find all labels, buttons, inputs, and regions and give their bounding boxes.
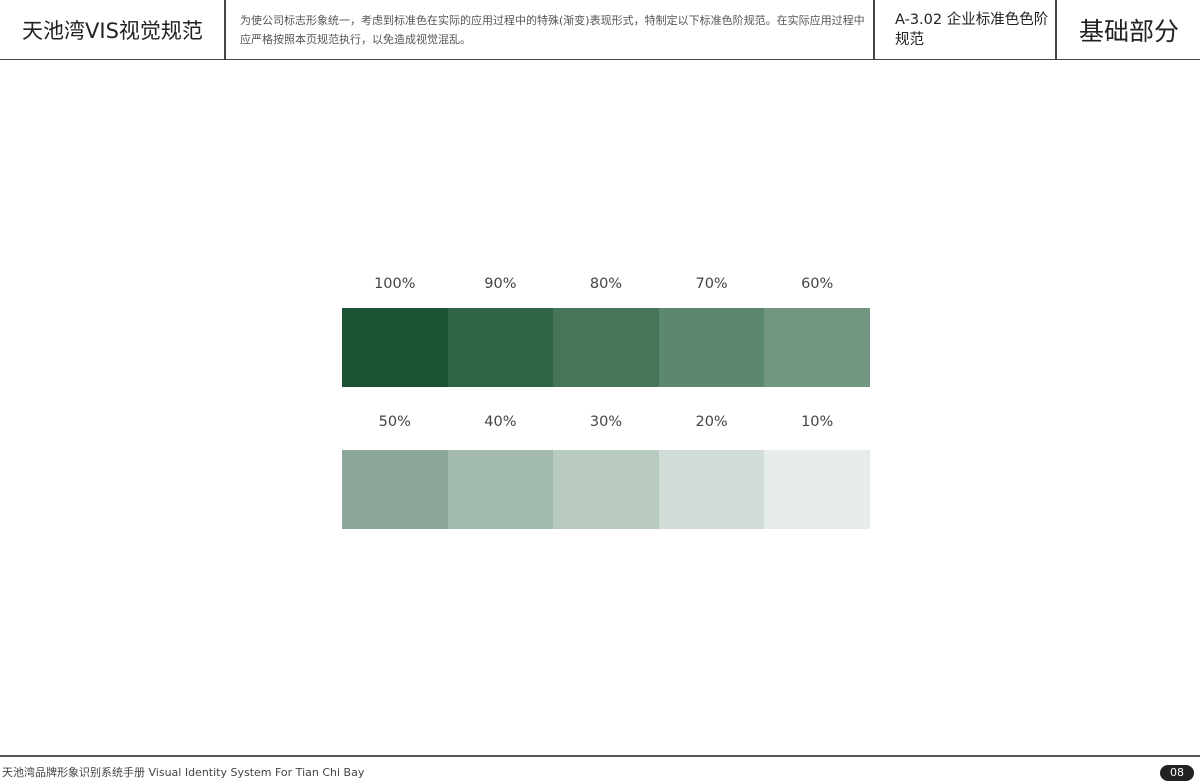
swatch-label: 80% <box>589 276 623 292</box>
page-code-title: A-3.02 企业标准色色阶规范 <box>895 11 1049 48</box>
color-swatch <box>553 308 659 387</box>
color-swatch <box>658 308 765 387</box>
swatch-label: 100% <box>374 276 416 292</box>
description: 为使公司标志形象统一，考虑到标准色在实际的应用过程中的特殊(渐变)表现形式，特制… <box>240 13 865 46</box>
color-swatch <box>447 308 554 387</box>
footer-divider <box>0 755 1200 757</box>
divider <box>1055 0 1057 59</box>
manual-title: 天池湾VIS视觉规范 <box>22 18 203 43</box>
page-header: 天池湾VIS视觉规范 为使公司标志形象统一，考虑到标准色在实际的应用过程中的特殊… <box>0 0 1200 60</box>
swatch-label: 20% <box>695 414 728 430</box>
color-swatch <box>447 450 554 529</box>
swatch-label: 90% <box>484 276 517 292</box>
divider <box>224 0 226 59</box>
swatch-label: 40% <box>484 414 517 430</box>
divider <box>873 0 875 59</box>
page-number: 08 <box>1160 765 1194 781</box>
section-title: 基础部分 <box>1078 16 1179 46</box>
swatch-label: 70% <box>695 276 728 292</box>
color-swatch <box>764 450 870 529</box>
color-swatch <box>342 308 448 387</box>
swatch-label: 60% <box>801 276 834 292</box>
swatch-label: 50% <box>378 414 411 430</box>
swatch-label: 30% <box>589 414 623 430</box>
swatch-label: 10% <box>801 414 834 430</box>
color-swatch <box>658 450 765 529</box>
color-swatch <box>553 450 659 529</box>
footer-text: 天池湾品牌形象识别系统手册 Visual Identity System For… <box>2 766 365 779</box>
color-swatch <box>342 450 448 529</box>
color-swatch <box>764 308 870 387</box>
